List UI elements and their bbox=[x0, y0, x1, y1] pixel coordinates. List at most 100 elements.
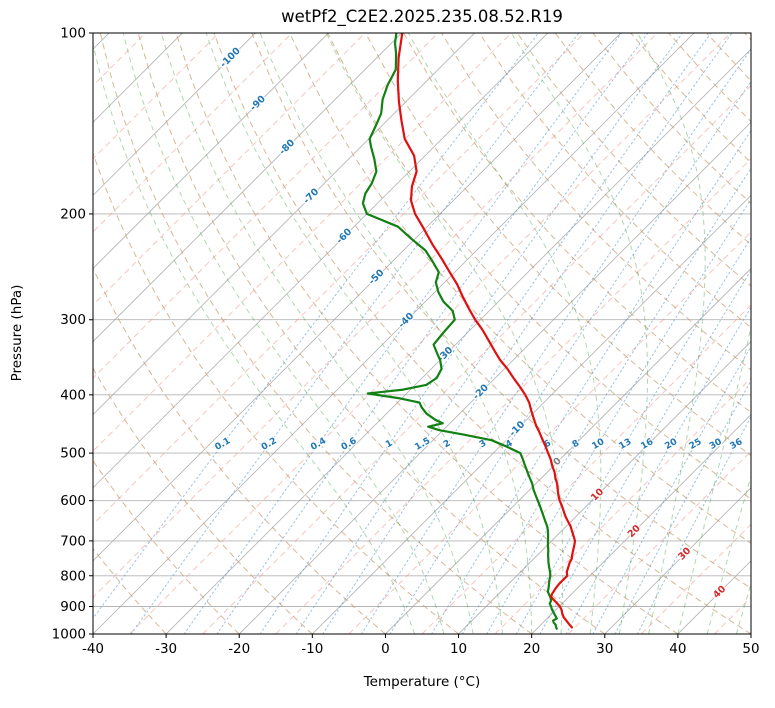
mixing-ratio-label: 36 bbox=[729, 437, 745, 452]
dry-adiabat bbox=[93, 267, 386, 634]
dry-adiabat bbox=[706, 33, 751, 82]
moist-adiabat bbox=[122, 33, 445, 634]
isotherm-line bbox=[93, 33, 549, 489]
temperature-line bbox=[396, 33, 577, 629]
x-tick-label: 50 bbox=[742, 641, 759, 657]
dry-adiabat bbox=[478, 33, 751, 329]
mixing-ratio-line bbox=[93, 33, 539, 620]
x-tick-label: 20 bbox=[523, 641, 540, 657]
isotherm-line bbox=[531, 414, 751, 634]
y-tick-label: 200 bbox=[60, 206, 86, 222]
y-tick-label: 300 bbox=[60, 312, 86, 328]
dry-adiabat bbox=[93, 367, 313, 634]
isotherm-line bbox=[93, 33, 695, 634]
dry-adiabat bbox=[175, 33, 679, 634]
isotherms-group bbox=[93, 33, 751, 634]
moist-adiabat bbox=[205, 33, 503, 634]
mixing-ratio-line bbox=[216, 33, 649, 634]
dry-adiabat bbox=[93, 459, 240, 634]
isotherm-minor-line bbox=[93, 33, 658, 599]
plot-area: -100-90-80-70-60-50-40-30-20-10010203040… bbox=[93, 33, 751, 634]
mixing-lines-group bbox=[93, 33, 751, 634]
mixing-ratio-line bbox=[389, 80, 751, 634]
isotherm-line bbox=[93, 33, 256, 196]
mixing-ratio-label: 0.4 bbox=[309, 436, 328, 453]
isotherm-minor-line bbox=[129, 33, 731, 634]
mixing-ratio-line bbox=[431, 129, 751, 634]
isotherm-line bbox=[312, 194, 751, 634]
mixing-ratio-label: 0.2 bbox=[260, 436, 279, 453]
mixing-ratio-line bbox=[183, 33, 623, 634]
y-tick-label: 800 bbox=[60, 568, 86, 584]
isotherm-line bbox=[604, 487, 751, 634]
mixing-ratio-label: 30 bbox=[708, 437, 724, 452]
moist-adiabat bbox=[93, 41, 416, 634]
isotherm-minor-line bbox=[93, 33, 366, 306]
dry-adiabat bbox=[327, 33, 751, 500]
y-axis-title: Pressure (hPa) bbox=[9, 284, 25, 382]
moist-adiabat bbox=[259, 33, 533, 634]
mixing-ratio-label: 13 bbox=[618, 437, 634, 452]
dry-adiabat bbox=[213, 33, 751, 634]
mixing-ratio-label: 20 bbox=[663, 437, 679, 452]
x-tick-label: -20 bbox=[228, 641, 250, 657]
x-tick-label: 30 bbox=[596, 641, 613, 657]
x-axis-title: Temperature (°C) bbox=[363, 674, 481, 690]
isobar-gridlines-group bbox=[93, 33, 751, 634]
isotherm-line bbox=[750, 633, 751, 634]
moist-adiabats-group bbox=[93, 33, 751, 634]
dry-adiabats-group bbox=[93, 33, 751, 634]
mixing-ratio-line bbox=[565, 306, 751, 634]
mixing-ratio-label: 0.1 bbox=[214, 436, 233, 453]
mixing-ratio-line bbox=[592, 345, 751, 634]
mixing-ratio-line bbox=[637, 415, 751, 634]
isotherm-minor-line bbox=[275, 158, 751, 634]
isotherm-line bbox=[93, 33, 622, 562]
isotherm-minor-line bbox=[714, 596, 751, 634]
moist-adiabat bbox=[325, 33, 564, 634]
x-tick-label: -30 bbox=[155, 641, 177, 657]
y-tick-label: 900 bbox=[60, 599, 86, 615]
mixing-ratio-line bbox=[130, 33, 580, 634]
moist-adiabat bbox=[407, 33, 602, 634]
moist-adiabat bbox=[706, 474, 751, 634]
y-tick-label: 700 bbox=[60, 533, 86, 549]
dry-adiabat bbox=[592, 33, 751, 204]
isotherm-line bbox=[93, 33, 183, 123]
isotherm-minor-line bbox=[93, 33, 512, 452]
isotherm-line bbox=[93, 33, 475, 416]
isotherms-minor-group bbox=[93, 33, 751, 634]
isotherm-line bbox=[93, 33, 402, 343]
isotherm-minor-line bbox=[93, 33, 585, 526]
isotherm-line bbox=[93, 33, 329, 270]
isotherm-minor-line bbox=[348, 231, 751, 634]
isotherm-minor-line bbox=[567, 450, 751, 634]
isotherm-line bbox=[458, 340, 751, 634]
dry-adiabat bbox=[365, 33, 751, 456]
moist-adiabat bbox=[735, 582, 751, 634]
isotherm-minor-line bbox=[494, 377, 751, 634]
y-tick-label: 600 bbox=[60, 493, 86, 509]
isotherm-minor-line bbox=[93, 33, 293, 233]
isotherm-line bbox=[385, 267, 751, 634]
x-tick-label: 0 bbox=[381, 641, 390, 657]
x-axis: -40 -30 -20 -10 0 10 20 30 40 50 bbox=[82, 634, 760, 657]
x-tick-label: -10 bbox=[301, 641, 323, 657]
dry-adiabat bbox=[251, 33, 751, 589]
moist-adiabat bbox=[160, 33, 474, 634]
chart-title: wetPf2_C2E2.2025.235.08.52.R19 bbox=[281, 7, 563, 26]
mixing-ratio-line bbox=[259, 33, 683, 634]
mixing-ratio-line bbox=[322, 33, 733, 634]
plot-border bbox=[92, 32, 752, 635]
isotherm-line bbox=[677, 560, 751, 634]
isotherm-minor-line bbox=[421, 304, 751, 634]
x-tick-label: -40 bbox=[82, 641, 104, 657]
mixing-ratio-line bbox=[295, 33, 712, 634]
dry-adiabat bbox=[440, 33, 751, 371]
dry-adiabat bbox=[289, 33, 751, 544]
mixing-ratio-line bbox=[515, 236, 751, 634]
x-tick-label: 40 bbox=[669, 641, 686, 657]
y-tick-label: 1000 bbox=[52, 627, 86, 643]
